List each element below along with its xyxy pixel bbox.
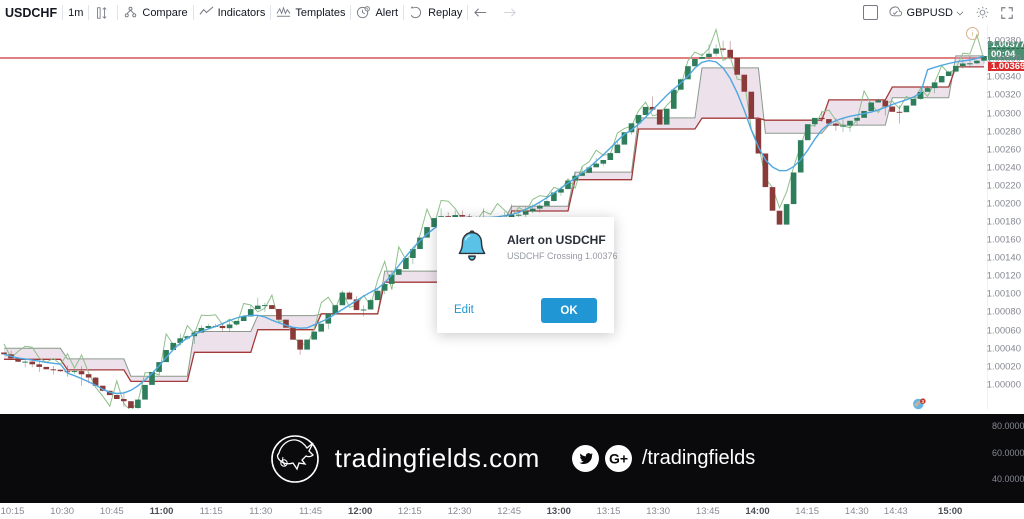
svg-text:G+: G+: [609, 451, 628, 467]
